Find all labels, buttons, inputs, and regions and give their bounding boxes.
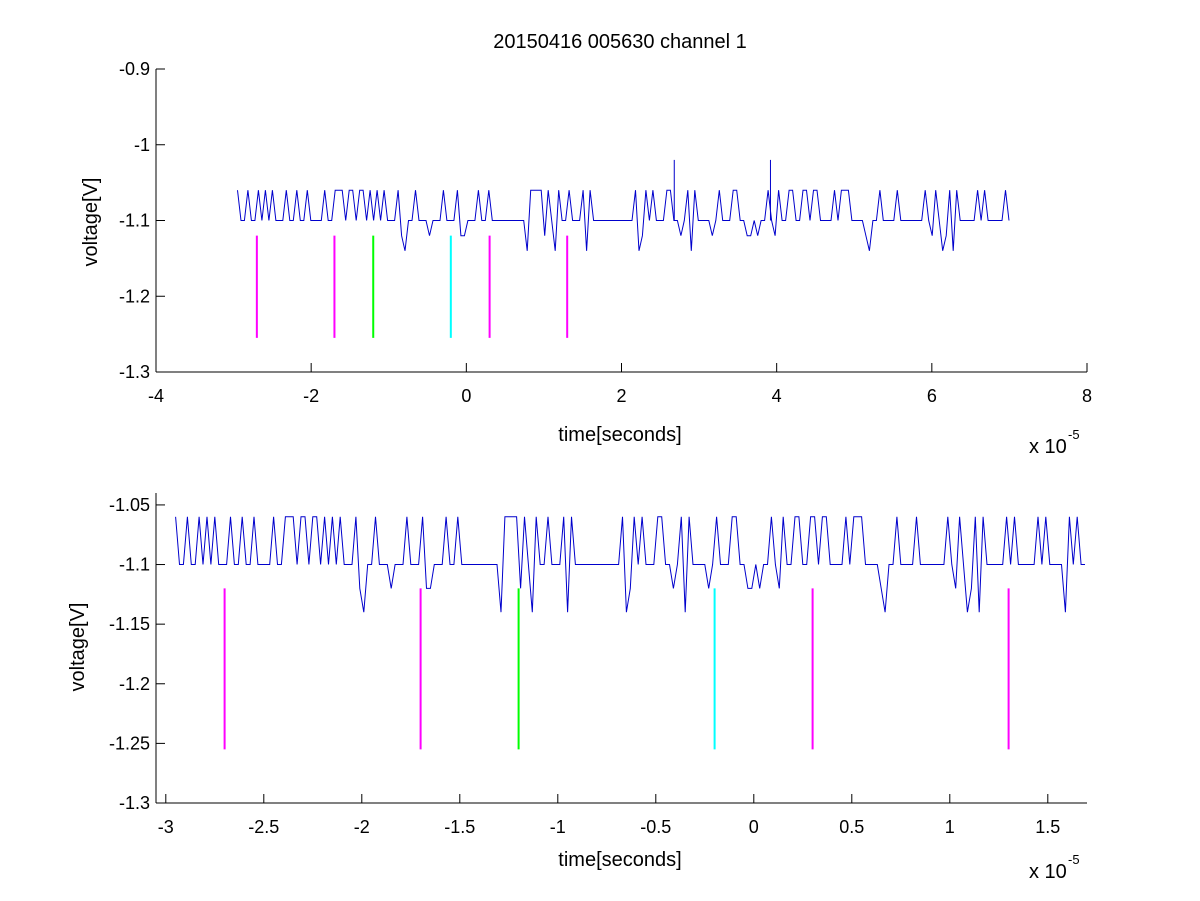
bottom-x-tick-label: 0.5 [839,817,864,837]
bottom-x-tick-label: 1 [945,817,955,837]
top-y-tick-label: -1 [134,135,150,155]
top-x-tick-label: 8 [1082,386,1092,406]
bottom-y-tick-label: -1.25 [109,733,150,753]
top-x-tick-label: 2 [616,386,626,406]
top-x-exponent: x 10 -5 [1029,427,1080,458]
top-y-tick-label: -0.9 [119,59,150,79]
top-y-tick-label: -1.2 [119,286,150,306]
bottom-subplot: -3 -2.5 -2 -1.5 -1 -0.5 0 0.5 1 1.5 -1.3 -1.25 -1.2 -… [67,493,1087,883]
bottom-y-tick-label: -1.05 [109,495,150,515]
bottom-x-tick-label: 0 [749,817,759,837]
bottom-x-tick-label: -3 [158,817,174,837]
top-x-tick-label: 4 [772,386,782,406]
top-x-tick-label: -4 [148,386,164,406]
bottom-y-tick-label: -1.1 [119,555,150,575]
bottom-x-tick-label: -2 [354,817,370,837]
bottom-x-tick-label: -1 [550,817,566,837]
top-x-tick-label: 6 [927,386,937,406]
top-y-axis-label: voltage[V] [80,178,102,267]
top-y-tick-label: -1.3 [119,362,150,382]
bottom-plot-area: -3 -2.5 -2 -1.5 -1 -0.5 0 0.5 1 1.5 -1.3 -1.25 -1.2 -… [109,493,1087,837]
bottom-y-tick-label: -1.3 [119,793,150,813]
top-x-tick-label: -2 [303,386,319,406]
bottom-x-exponent-power: -5 [1068,852,1080,867]
top-x-exponent-power: -5 [1068,427,1080,442]
bottom-x-exponent-base: x 10 [1029,861,1067,883]
top-x-axis-label: time[seconds] [558,424,681,446]
top-x-tick-label: 0 [461,386,471,406]
bottom-x-tick-label: 1.5 [1035,817,1060,837]
bottom-x-tick-label: -0.5 [640,817,671,837]
bottom-x-tick-label: -2.5 [248,817,279,837]
bottom-y-tick-label: -1.15 [109,614,150,634]
top-subplot: -4 -2 0 2 4 6 8 -1.3 -1.2 -1.1 -1 -0.9 time[seconds… [80,59,1092,458]
chart-title: 20150416 005630 channel 1 [493,31,747,53]
bottom-x-axis-label: time[seconds] [558,849,681,871]
bottom-y-axis-label: voltage[V] [67,603,89,692]
bottom-y-tick-label: -1.2 [119,674,150,694]
top-plot-area: -4 -2 0 2 4 6 8 -1.3 -1.2 -1.1 -1 -0.9 [119,59,1092,406]
bottom-series-line [175,516,1085,613]
top-series-line [237,189,1010,251]
bottom-x-exponent: x 10 -5 [1029,852,1080,883]
top-x-exponent-base: x 10 [1029,436,1067,458]
bottom-x-tick-label: -1.5 [444,817,475,837]
top-y-tick-label: -1.1 [119,211,150,231]
